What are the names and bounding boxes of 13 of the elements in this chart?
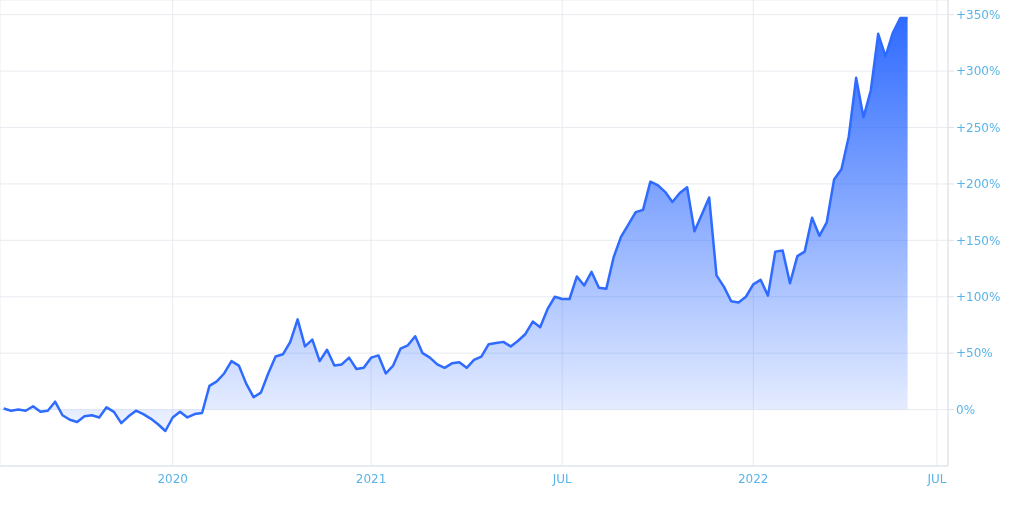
x-tick-label: 2022 [737,471,769,486]
x-tick-label: JUL [551,471,572,486]
y-tick-label: +150% [956,233,1001,248]
x-tick-label: 2021 [355,471,387,486]
x-tick-label: 2020 [157,471,188,486]
y-tick-label: 0% [956,402,976,417]
y-tick-label: +350% [956,7,1001,22]
y-tick-label: +250% [956,120,1001,135]
x-tick-label: JUL [926,471,947,486]
y-tick-label: +200% [956,177,1001,192]
y-tick-label: +50% [956,346,993,361]
y-tick-label: +100% [956,290,1001,305]
y-tick-label: +300% [956,64,1001,79]
